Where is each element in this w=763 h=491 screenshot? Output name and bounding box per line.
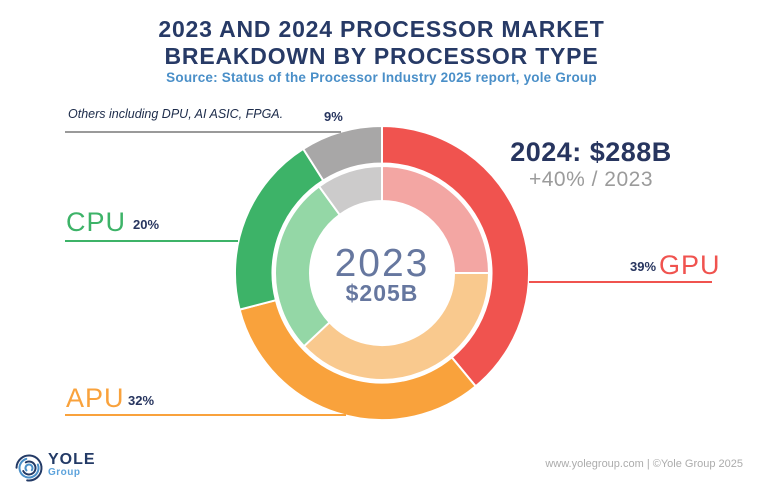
footer-credit: www.yolegroup.com | ©Yole Group 2025 — [545, 458, 743, 470]
source-note: Source: Status of the Processor Industry… — [166, 70, 597, 85]
total-2024-label: 2024: $288B — [510, 137, 672, 167]
segment-2024-gpu: 2024 GPU: 39% — [381, 125, 531, 388]
cpu-leader-line — [65, 240, 238, 242]
segment-2024-others: 2024 Others: 9% — [302, 125, 383, 182]
yole-logo-text: YOLE Group — [48, 451, 96, 479]
page-title-line1: 2023 AND 2024 PROCESSOR MARKET — [158, 16, 605, 42]
yole-logo-icon — [15, 454, 43, 482]
cpu-label: CPU — [66, 207, 127, 237]
others-leader-line — [65, 131, 341, 133]
segment-2023-apu: 2023 APU: 38% — [303, 272, 490, 381]
yole-group-logo: YOLE Group — [14, 451, 96, 483]
cpu-percent-label: 20% — [133, 217, 160, 232]
others-percent-label: 9% — [324, 109, 343, 124]
segment-2023-others: 2023 Others: 10% — [318, 164, 383, 216]
center-total-label: $205B — [345, 280, 419, 306]
yole-logo-subname: Group — [48, 467, 81, 478]
page-title-line2: BREAKDOWN BY PROCESSOR TYPE — [164, 43, 599, 69]
growth-2024-label: +40% / 2023 — [528, 168, 653, 191]
gpu-percent-label: 39% — [630, 259, 657, 274]
gpu-label: GPU — [659, 250, 721, 280]
apu-percent-label: 32% — [128, 393, 155, 408]
center-year-label: 2023 — [334, 242, 430, 285]
gpu-leader-line — [529, 281, 712, 283]
apu-label: APU — [66, 383, 125, 413]
others-note-label: Others including DPU, AI ASIC, FPGA. — [68, 107, 284, 121]
page-title: 2023 AND 2024 PROCESSOR MARKET BREAKDOWN… — [0, 16, 763, 70]
apu-leader-line — [65, 414, 346, 416]
yole-logo-name: YOLE — [48, 451, 96, 468]
